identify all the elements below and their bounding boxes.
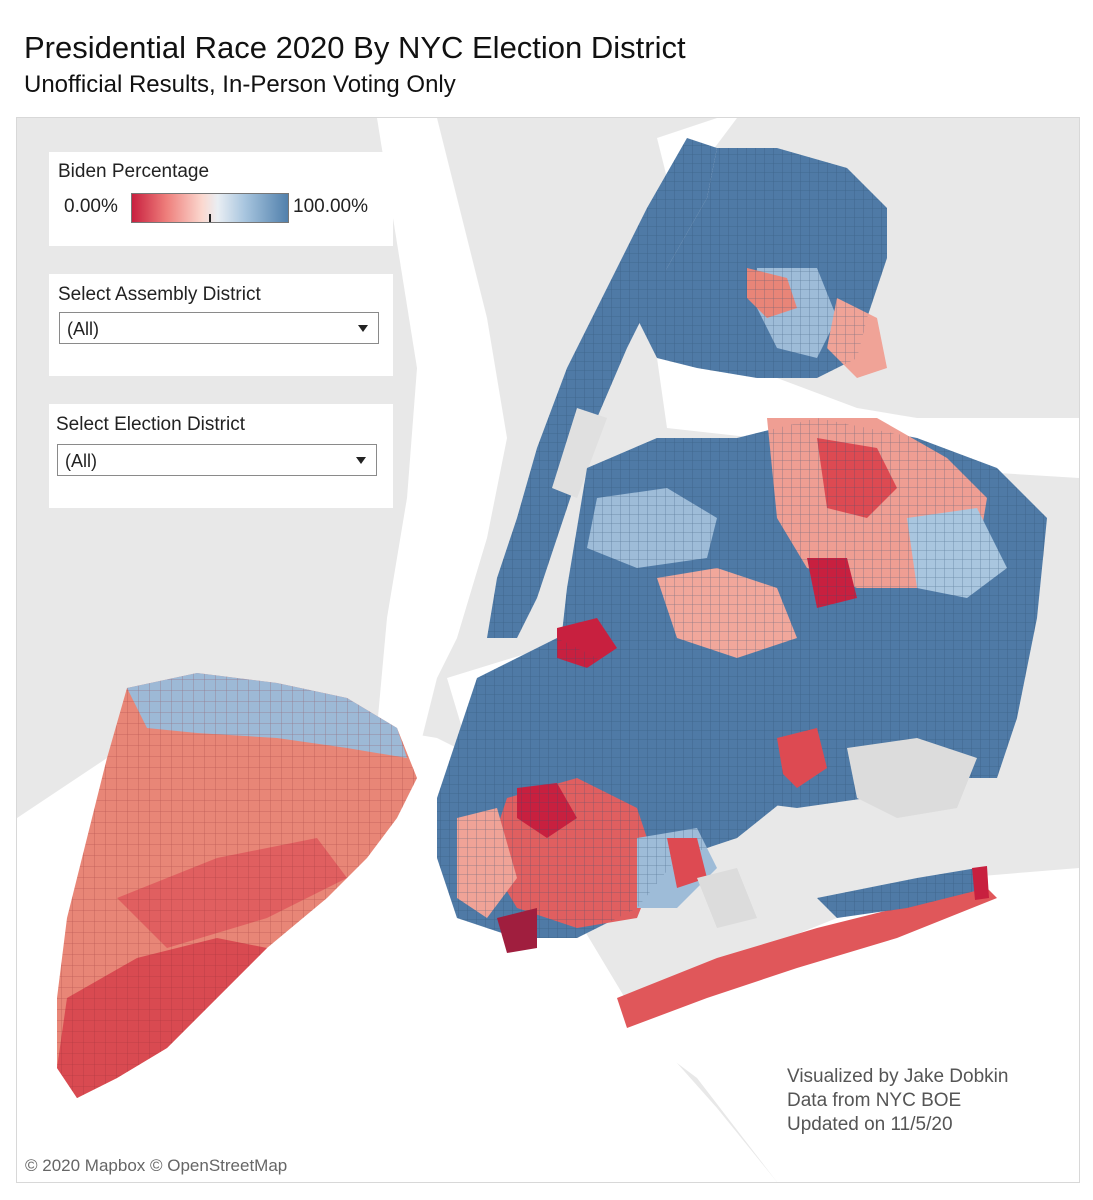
map-attribution[interactable]: © 2020 Mapbox © OpenStreetMap (25, 1156, 288, 1175)
central-park (552, 408, 607, 498)
legend-max-label: 100.00% (293, 196, 369, 217)
assembly-district-select[interactable]: (All) (59, 312, 379, 344)
assembly-select-value: (All) (67, 319, 99, 339)
assembly-filter-label: Select Assembly District (58, 284, 261, 305)
region-brooklyn[interactable] (437, 618, 787, 953)
map-canvas[interactable] (17, 118, 1079, 1182)
election-filter-label: Select Election District (56, 414, 246, 435)
assembly-filter-panel: Select Assembly District (All) (49, 274, 393, 376)
chevron-down-icon[interactable] (356, 457, 366, 464)
legend-min-label: 0.00% (64, 196, 118, 217)
region-manhattan[interactable] (487, 138, 717, 638)
color-ramp (131, 193, 289, 223)
credit-updated: Updated on 11/5/20 (787, 1114, 953, 1135)
credit-author: Visualized by Jake Dobkin (787, 1066, 1009, 1087)
election-district-select[interactable]: (All) (57, 444, 377, 476)
chevron-down-icon[interactable] (358, 325, 368, 332)
parks-airports (697, 738, 977, 928)
election-map[interactable]: Biden Percentage 0.00% 100.00% Select As… (16, 117, 1080, 1183)
region-staten-island[interactable] (57, 673, 417, 1098)
credit-source: Data from NYC BOE (787, 1090, 962, 1111)
election-select-value: (All) (65, 451, 97, 471)
election-filter-panel: Select Election District (All) (49, 404, 393, 508)
legend-panel: Biden Percentage 0.00% 100.00% (49, 152, 393, 246)
region-bronx[interactable] (637, 148, 887, 378)
ramp-marker (209, 214, 211, 222)
page-subtitle: Unofficial Results, In-Person Voting Onl… (24, 71, 456, 98)
page-title: Presidential Race 2020 By NYC Election D… (24, 30, 686, 65)
legend-title: Biden Percentage (58, 161, 210, 182)
region-rockaway[interactable] (617, 866, 997, 1028)
